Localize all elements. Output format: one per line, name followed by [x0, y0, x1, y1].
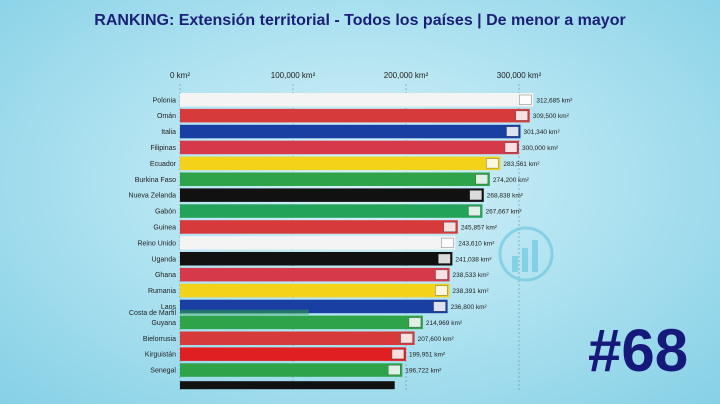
value-label: 312,685 km²: [536, 97, 573, 104]
value-label: 268,838 km²: [487, 193, 524, 200]
flag-icon: [435, 269, 448, 280]
flag-icon: [408, 317, 422, 328]
bar: [180, 220, 458, 234]
value-label: 283,561 km²: [503, 161, 540, 168]
bar: [180, 204, 483, 218]
value-label: 214,969 km²: [426, 320, 463, 327]
bar: [180, 188, 484, 202]
category-label: Kirguistán: [145, 352, 176, 359]
bar: [180, 283, 450, 298]
chart-title: RANKING: Extensión territorial - Todos l…: [94, 12, 626, 29]
flag-icon: [486, 158, 499, 169]
chart-logo-icon: [498, 226, 554, 282]
bar: [180, 236, 456, 250]
value-label: 245,857 km²: [461, 224, 498, 231]
value-label: 199,951 km²: [409, 352, 446, 359]
flag-icon: [435, 285, 448, 296]
bar: [180, 267, 450, 282]
category-label: Italia: [161, 129, 176, 136]
bar: [180, 363, 403, 377]
value-label: 238,391 km²: [452, 288, 489, 295]
category-label: Senegal: [150, 368, 176, 375]
value-label: 309,500 km²: [533, 113, 570, 120]
flag-icon: [504, 142, 518, 153]
bar: [180, 331, 415, 345]
category-label: Ecuador: [150, 161, 177, 168]
category-label: Omán: [157, 113, 176, 120]
flag-icon: [400, 333, 413, 344]
category-label: Laos: [161, 304, 177, 311]
flag-icon: [441, 237, 454, 248]
flag-icon: [388, 365, 401, 375]
flag-icon: [443, 221, 457, 232]
category-label: Ghana: [155, 272, 176, 279]
category-label: Burkina Faso: [135, 177, 176, 184]
value-label: 267,667 km²: [485, 209, 522, 216]
value-label: 196,722 km²: [405, 368, 442, 375]
category-label: Filipinas: [150, 145, 176, 152]
bar: [180, 172, 490, 186]
flag-icon: [515, 110, 528, 121]
bar: [180, 140, 519, 155]
bar: [180, 108, 530, 123]
flag-icon: [469, 190, 482, 201]
flag-icon: [468, 206, 481, 217]
bar: [180, 315, 423, 330]
bar: [180, 93, 534, 107]
category-label: Uganda: [151, 256, 176, 263]
category-label: Guyana: [151, 320, 176, 327]
value-label: 241,038 km²: [455, 256, 492, 263]
x-tick-label: 200,000 km²: [384, 71, 429, 80]
flag-icon: [391, 349, 405, 360]
category-label: Guinea: [153, 224, 176, 231]
category-label: Nueva Zelanda: [129, 193, 177, 200]
bar: [180, 252, 453, 266]
value-label: 238,533 km²: [453, 272, 490, 279]
flag-icon: [519, 94, 532, 105]
flag-icon: [475, 174, 489, 185]
category-label: Rumania: [148, 288, 176, 295]
value-label: 243,610 km²: [458, 240, 495, 247]
category-label: Polonia: [153, 97, 176, 104]
value-label: 274,200 km²: [493, 177, 530, 184]
x-tick-label: 300,000 km²: [497, 71, 542, 80]
bar: [180, 347, 406, 361]
bar: [180, 309, 309, 315]
flag-icon: [433, 301, 446, 312]
x-tick-label: 0 km²: [170, 71, 190, 80]
flag-icon: [438, 253, 451, 264]
category-label: Bielorrusia: [143, 336, 176, 343]
value-label: 301,340 km²: [524, 129, 561, 136]
category-label: Costa de Marfil: [129, 310, 177, 317]
bar: [180, 381, 395, 390]
bar: [180, 156, 501, 171]
category-label: Reino Unido: [137, 240, 176, 247]
category-label: Gabón: [155, 209, 176, 216]
value-label: 207,600 km²: [418, 336, 455, 343]
value-label: 300,000 km²: [522, 145, 559, 152]
x-tick-label: 100,000 km²: [271, 71, 316, 80]
value-label: 236,800 km²: [451, 304, 488, 311]
bar: [180, 124, 521, 139]
rank-badge: #68: [588, 317, 689, 384]
flag-icon: [506, 126, 519, 137]
